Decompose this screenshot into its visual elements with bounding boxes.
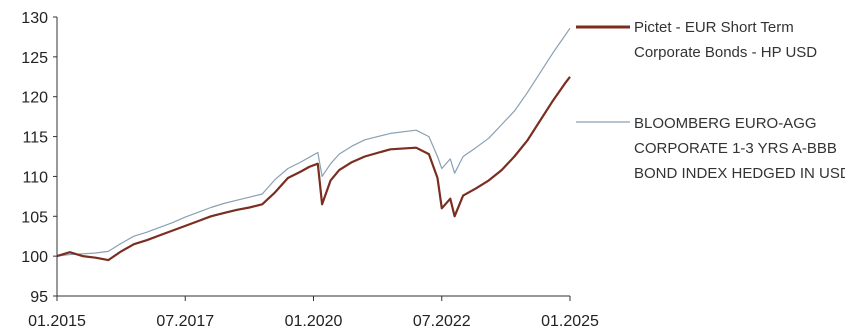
y-tick-label: 110: [22, 169, 48, 186]
x-tick-label: 07.2017: [156, 313, 214, 330]
y-tick-label: 100: [21, 249, 48, 266]
legend-label-pictet-line-2: Corporate Bonds - HP USD: [634, 44, 817, 61]
legend: Pictet - EUR Short Term Corporate Bonds …: [576, 19, 845, 182]
y-tick-label: 130: [21, 10, 48, 27]
x-tick-label: 07.2022: [413, 313, 471, 330]
series-layer: [56, 27, 571, 262]
axes-layer: [56, 17, 570, 297]
series-line-pictet: [56, 76, 571, 262]
y-tick-label: 115: [22, 130, 48, 147]
legend-label-pictet-line-1: Pictet - EUR Short Term: [634, 19, 794, 36]
y-tick-label: 105: [21, 209, 48, 226]
legend-label-bloomberg-line-2: CORPORATE 1-3 YRS A-BBB: [634, 140, 837, 157]
y-tick-label: 95: [30, 289, 48, 306]
y-tick-label: 125: [21, 50, 48, 67]
x-tick-label: 01.2015: [28, 313, 86, 330]
legend-label-bloomberg-line-1: BLOOMBERG EURO-AGG: [634, 115, 817, 132]
x-tick-label: 01.2025: [541, 313, 599, 330]
tick-layer: 95 100 105 110 115 120 125 130 01.2015 07.2017 01.…: [21, 10, 599, 330]
y-tick-label: 120: [21, 90, 48, 107]
x-tick-label: 01.2020: [285, 313, 343, 330]
legend-label-bloomberg-line-3: BOND INDEX HEDGED IN USD: [634, 165, 845, 182]
series-line-bloomberg: [56, 27, 571, 257]
